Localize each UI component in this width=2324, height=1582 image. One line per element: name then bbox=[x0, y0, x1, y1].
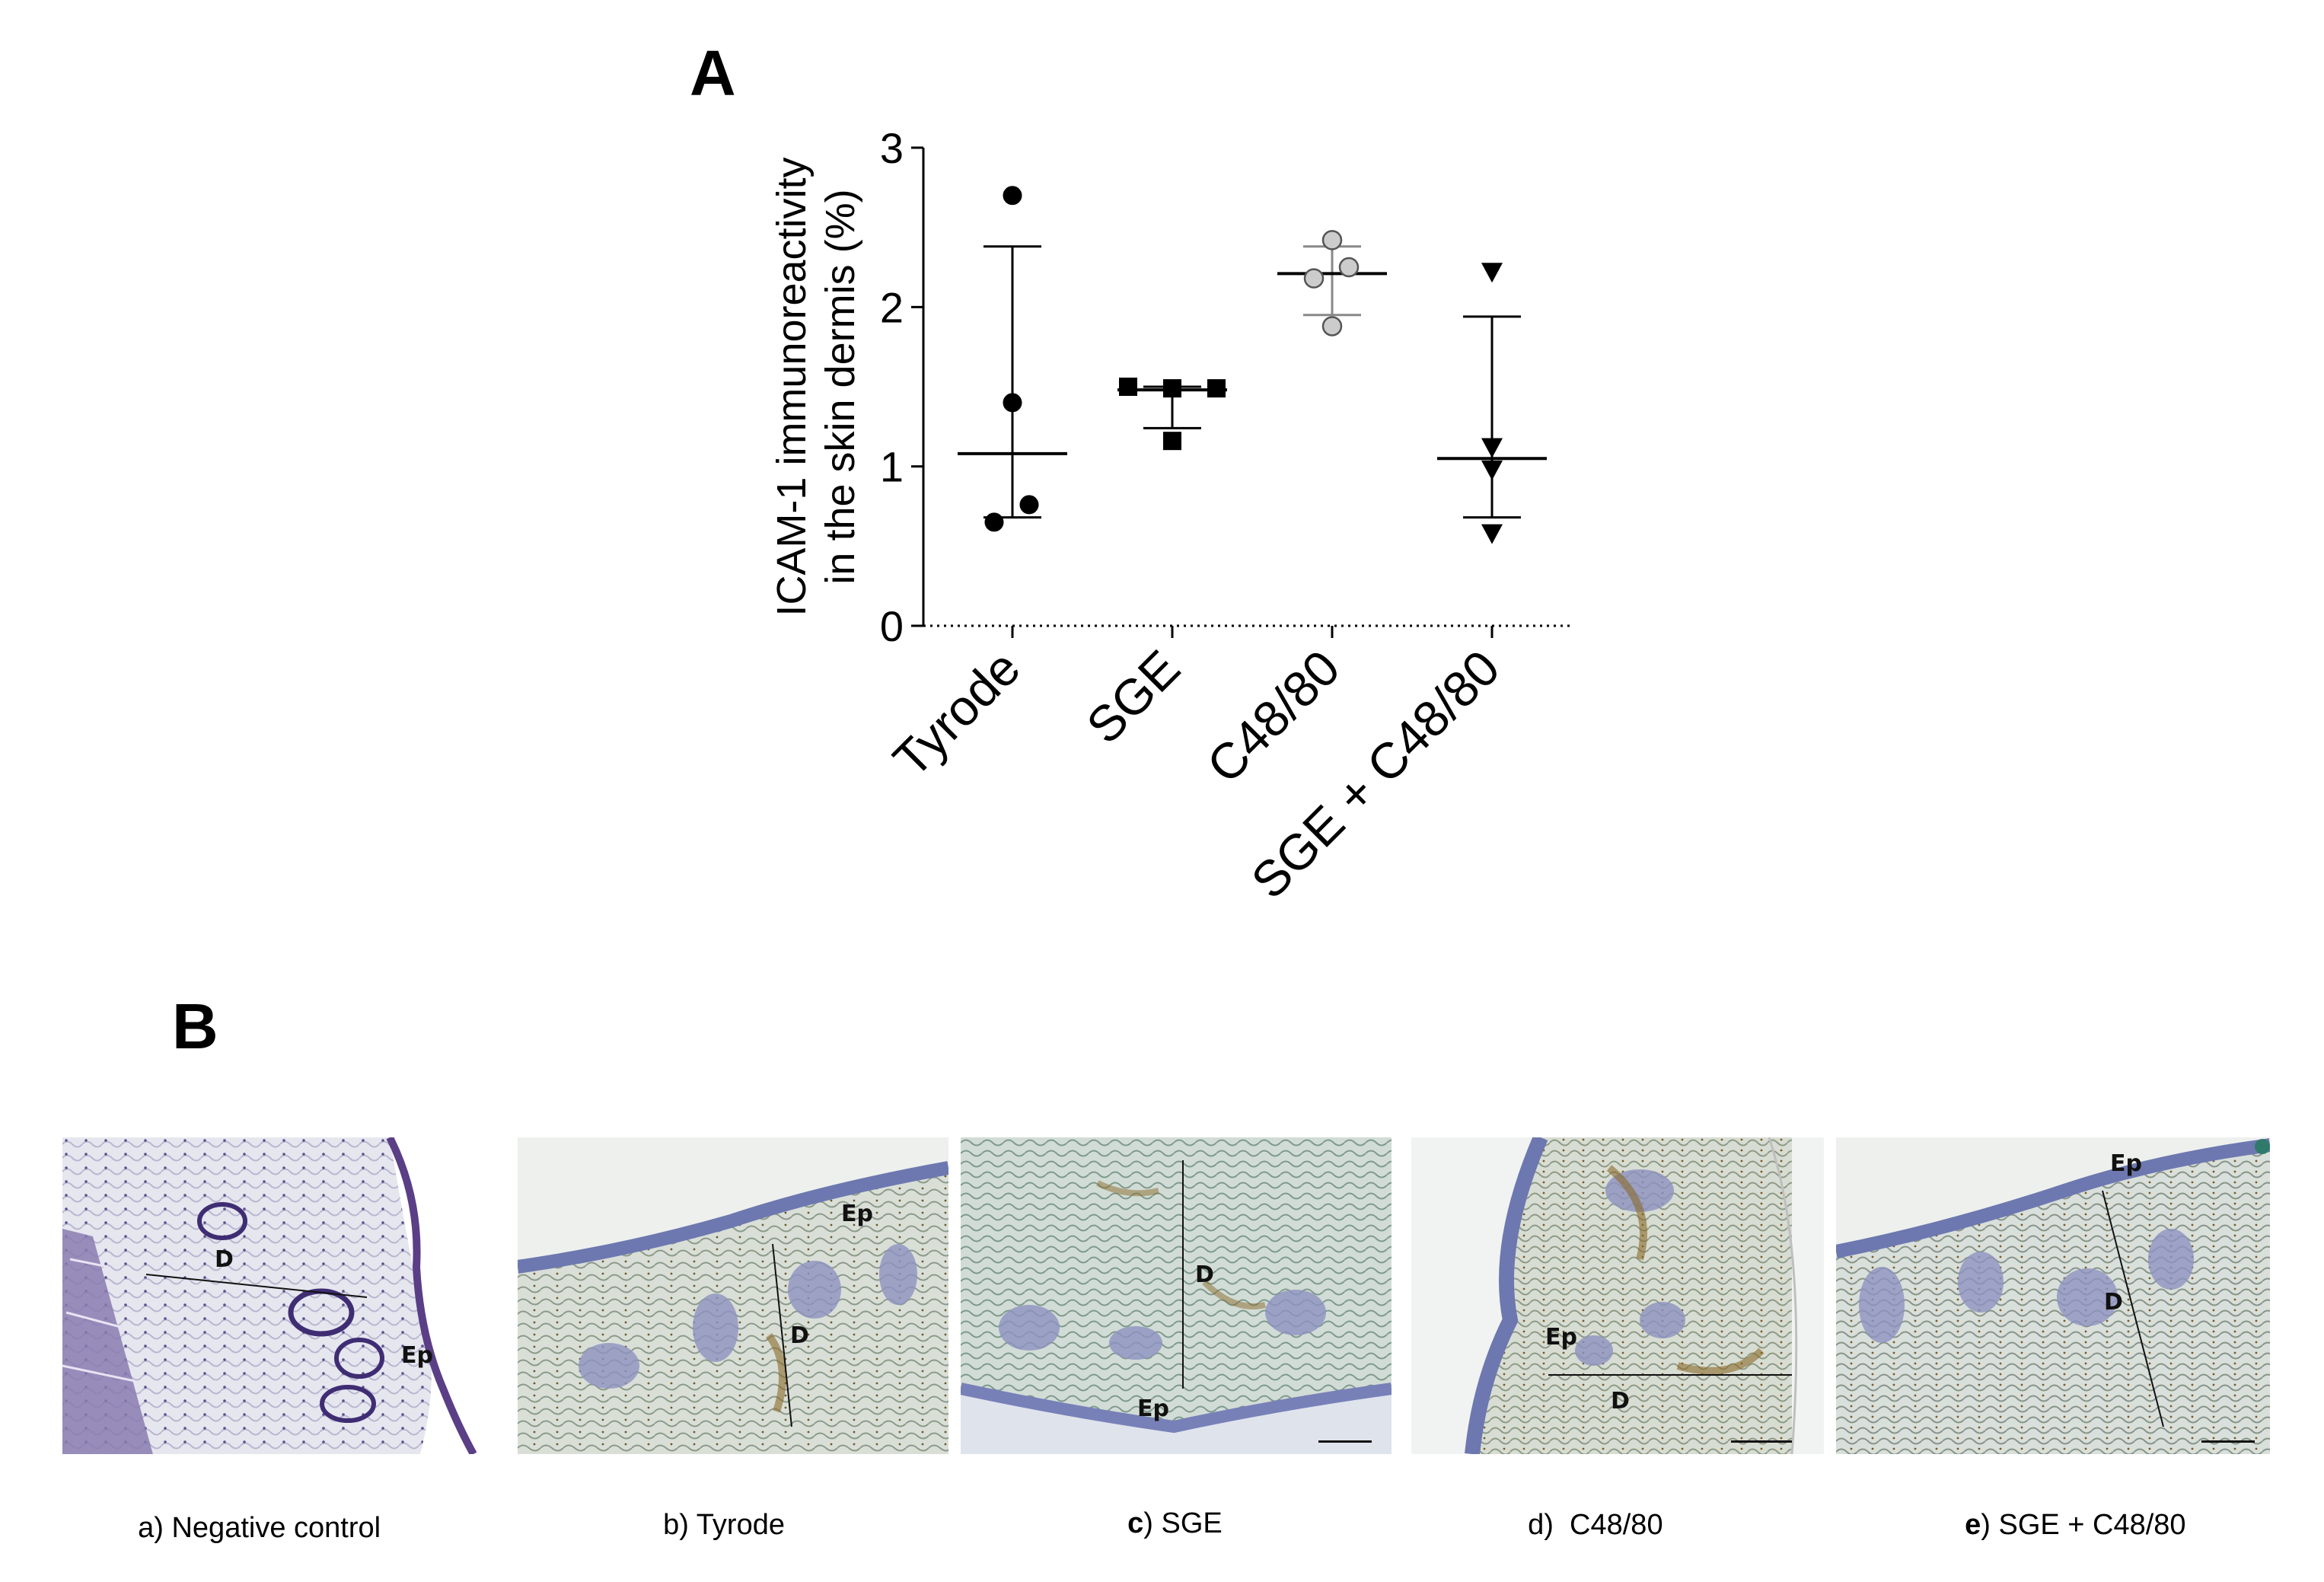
x-category-label: Tyrode bbox=[882, 639, 1031, 788]
y-tick-label: 1 bbox=[880, 443, 904, 491]
caption-a: a) Negative control bbox=[122, 1485, 381, 1542]
y-axis-label-line1: ICAM-1 immunoreactivity bbox=[769, 157, 815, 616]
data-point bbox=[1481, 460, 1503, 480]
y-tick-label: 2 bbox=[880, 283, 904, 331]
x-category-label: SGE bbox=[1076, 639, 1191, 754]
data-point bbox=[1338, 257, 1360, 278]
micrograph-c: D Ep bbox=[961, 1137, 1392, 1454]
micrograph-b: Ep D bbox=[518, 1137, 948, 1454]
caption-c-text: ) SGE bbox=[1143, 1507, 1223, 1539]
data-point bbox=[1119, 378, 1137, 396]
data-groups bbox=[958, 186, 1547, 544]
panel-a-letter: A bbox=[690, 37, 736, 109]
caption-e-prefix: e bbox=[1965, 1509, 1981, 1541]
caption-a-text: Negative control bbox=[163, 1512, 381, 1544]
y-tick-label: 0 bbox=[880, 602, 904, 650]
data-point bbox=[984, 512, 1004, 532]
icam1-scatter-chart: ICAM-1 immunoreactivity in the skin derm… bbox=[769, 124, 1570, 909]
x-category-label: C48/80 bbox=[1196, 639, 1350, 794]
data-point bbox=[1003, 186, 1022, 206]
data-point bbox=[1019, 495, 1039, 515]
caption-d: d) C48/80 bbox=[1512, 1482, 1663, 1539]
data-point bbox=[1303, 268, 1325, 289]
caption-e-text: ) SGE + C48/80 bbox=[1981, 1509, 2186, 1541]
micrograph-b-label-2: D bbox=[790, 1322, 809, 1349]
caption-d-prefix: d) bbox=[1528, 1509, 1554, 1541]
data-point bbox=[1481, 438, 1503, 458]
y-ticks: 0 1 2 3 bbox=[880, 124, 923, 650]
data-point bbox=[1003, 393, 1022, 413]
micrograph-e: Ep D bbox=[1836, 1137, 2270, 1454]
panel-b-letter: B bbox=[172, 990, 218, 1062]
micrograph-d: Ep D bbox=[1411, 1137, 1824, 1454]
y-axis-label-line2: in the skin dermis (%) bbox=[818, 189, 863, 584]
caption-e: e) SGE + C48/80 bbox=[1949, 1482, 2186, 1541]
micrograph-d-label-2: D bbox=[1611, 1388, 1630, 1415]
caption-c-prefix: c bbox=[1127, 1507, 1144, 1539]
caption-b-text: Tyrode bbox=[688, 1509, 785, 1541]
data-point bbox=[1321, 316, 1343, 336]
micrograph-a-label-2: Ep bbox=[401, 1342, 433, 1369]
data-point bbox=[1207, 379, 1226, 398]
y-tick-label: 3 bbox=[880, 124, 904, 172]
micrograph-a: D Ep bbox=[62, 1137, 493, 1454]
data-point bbox=[1163, 379, 1181, 398]
caption-b-prefix: b) bbox=[663, 1509, 689, 1541]
caption-c: c) SGE bbox=[1111, 1480, 1223, 1538]
group-3 bbox=[1437, 263, 1547, 544]
micrograph-c-label-1: D bbox=[1195, 1261, 1214, 1288]
data-point bbox=[1163, 432, 1181, 451]
caption-a-prefix: a) bbox=[138, 1512, 164, 1544]
group-0 bbox=[958, 186, 1067, 532]
caption-d-text: C48/80 bbox=[1553, 1509, 1663, 1541]
micrograph-d-label-1: Ep bbox=[1545, 1324, 1577, 1351]
micrograph-b-label-1: Ep bbox=[841, 1201, 873, 1227]
caption-b: b) Tyrode bbox=[647, 1482, 785, 1539]
micrograph-c-label-2: Ep bbox=[1137, 1395, 1169, 1422]
data-point bbox=[1481, 524, 1503, 544]
data-point bbox=[1321, 230, 1343, 250]
micrograph-e-label-1: Ep bbox=[2110, 1150, 2142, 1177]
group-2 bbox=[1277, 230, 1387, 336]
micrograph-e-label-2: D bbox=[2104, 1289, 2123, 1316]
group-1 bbox=[1117, 378, 1227, 451]
data-point bbox=[1481, 263, 1503, 283]
micrograph-a-label-1: D bbox=[215, 1246, 234, 1273]
